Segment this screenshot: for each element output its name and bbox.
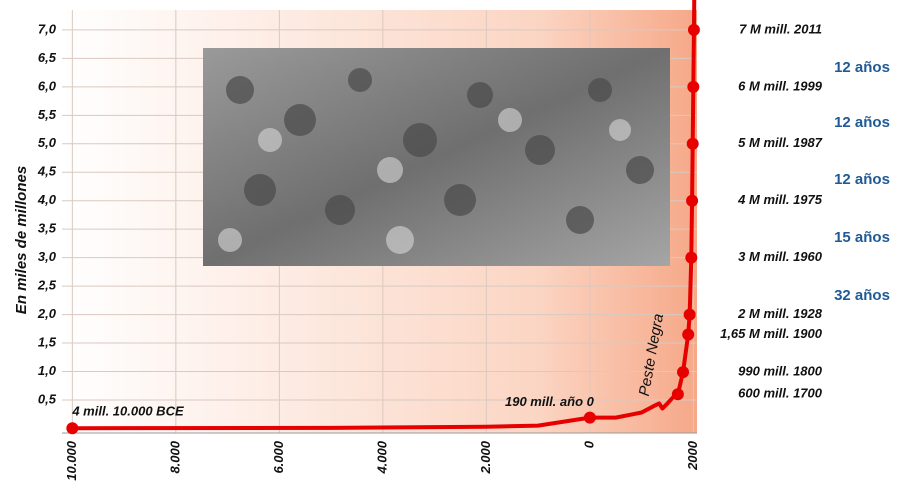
data-point: [671, 388, 684, 401]
data-point: [682, 328, 695, 341]
x-tick-label: 4.000: [374, 440, 389, 474]
x-tick-label: 2000: [685, 440, 700, 471]
y-tick-label: 5,0: [38, 135, 57, 150]
x-tick-label: 10.000: [64, 440, 79, 481]
interval-label: 12 años: [834, 59, 890, 76]
data-label: 190 mill. año 0: [505, 394, 595, 409]
x-tick-label: 2.000: [478, 440, 493, 474]
y-tick-label: 3,0: [38, 249, 57, 264]
data-point: [685, 251, 698, 264]
data-point: [683, 308, 696, 321]
interval-label: 32 años: [834, 287, 890, 304]
data-label: 990 mill. 1800: [738, 364, 823, 379]
y-tick-label: 6,0: [38, 78, 57, 93]
x-tick-label: 6.000: [271, 440, 286, 473]
y-tick-label: 1,0: [38, 363, 57, 378]
interval-label: 12 años: [834, 114, 890, 131]
y-tick-label: 1,5: [38, 334, 57, 349]
data-point: [687, 80, 700, 93]
series-line: [72, 0, 697, 431]
data-point: [686, 194, 699, 207]
photo: [203, 48, 670, 266]
y-tick-label: 6,5: [38, 50, 57, 65]
data-label: 5 M mill. 1987: [738, 135, 823, 150]
y-axis-label: En miles de millones: [13, 166, 30, 314]
y-tick-label: 2,5: [37, 278, 57, 293]
y-tick-label: 4,0: [37, 192, 57, 207]
data-point: [66, 422, 79, 435]
data-label: 600 mill. 1700: [738, 386, 823, 401]
y-tick-label: 0,5: [38, 391, 57, 406]
x-tick-label: 8.000: [167, 440, 182, 473]
y-tick-label: 2,0: [37, 306, 57, 321]
data-label: 6 M mill. 1999: [738, 78, 823, 93]
y-tick-label: 4,5: [37, 164, 57, 179]
data-point: [583, 411, 596, 424]
data-label: 7 M mill. 2011: [739, 21, 822, 36]
data-label: 4 mill. 10.000 BCE: [71, 404, 184, 419]
data-point: [687, 23, 700, 36]
x-tick-label: 0: [581, 440, 596, 448]
y-tick-label: 7,0: [38, 21, 57, 36]
interval-label: 12 años: [834, 171, 890, 188]
data-label: 3 M mill. 1960: [738, 249, 823, 264]
data-label: 4 M mill. 1975: [737, 192, 823, 207]
y-tick-label: 3,5: [38, 221, 57, 236]
data-label: 2 M mill. 1928: [737, 306, 823, 321]
y-tick-label: 5,5: [38, 107, 57, 122]
data-point: [677, 366, 690, 379]
interval-label: 15 años: [834, 229, 890, 246]
data-label: 1,65 M mill. 1900: [720, 326, 823, 341]
data-point: [686, 137, 699, 150]
